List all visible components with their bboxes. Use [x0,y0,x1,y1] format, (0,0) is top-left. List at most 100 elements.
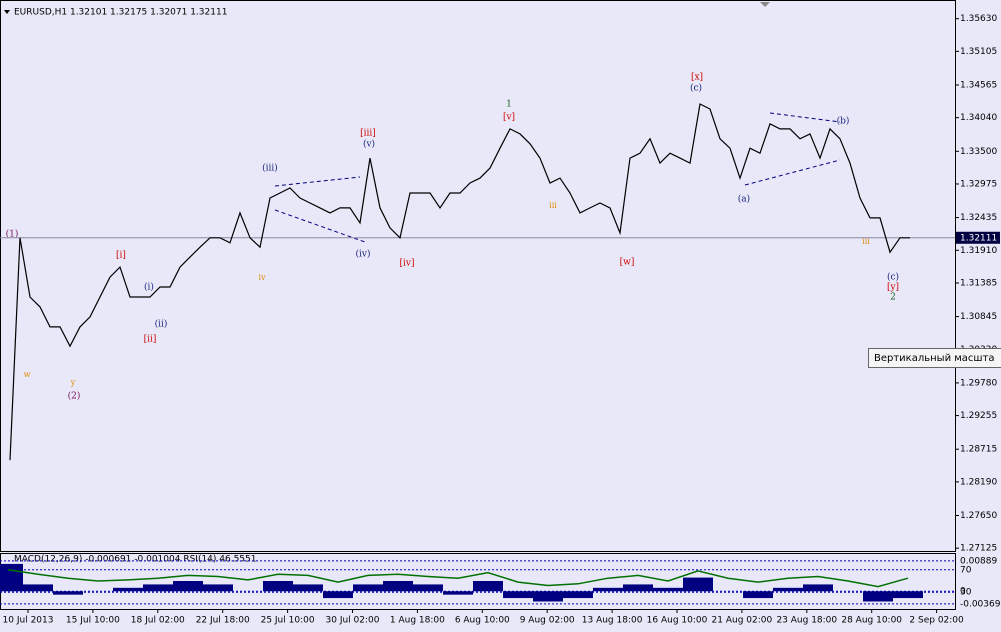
macd-bar [863,591,893,602]
macd-tick-label: -0.003695 [960,599,1001,609]
wave-label: 1 [506,100,512,110]
wave-label: [iii] [360,129,376,139]
rsi-line [7,569,909,588]
wave-label: [iv] [400,259,415,269]
y-tick-label: 1.29255 [960,411,997,421]
y-tick-label: 1.33500 [960,147,997,157]
tooltip-text: Вертикальный масшта [874,353,995,364]
macd-bar [623,584,653,592]
x-tick-label: 28 Aug 10:00 [841,616,902,626]
wave-label: iv [258,273,266,282]
y-tick-label: 1.31910 [960,246,997,256]
macd-bar [773,587,803,592]
macd-tick-label: 0.00889 [960,556,997,566]
wave-label: y [70,378,76,387]
macd-bar [173,581,203,592]
wave-label: (c) [690,83,702,94]
y-tick-label: 1.31385 [960,278,997,288]
macd-bar [533,591,563,602]
y-tick-label: 1.35630 [960,14,997,24]
macd-bar [263,581,293,592]
menu-arrow [4,10,10,14]
macd-bar [0,563,23,592]
x-tick-label: 6 Aug 10:00 [455,616,510,626]
x-tick-label: 30 Jul 02:00 [326,616,380,626]
macd-bar [593,587,623,592]
y-tick-label: 1.27125 [960,544,997,554]
y-tick-label: 1.28715 [960,445,997,455]
tooltip-box [868,348,1001,368]
x-tick-label: 16 Aug 10:00 [647,616,708,626]
current-price-label: 1.32111 [960,233,997,243]
wave-label: (1) [6,229,19,240]
macd-bar [743,591,773,599]
symbol-info: EURUSD,H1 1.32101 1.32175 1.32071 1.3211… [14,8,227,18]
wave-label: [w] [620,258,635,268]
macd-bar [683,577,713,592]
x-tick-label: 2 Sep 02:00 [909,616,964,626]
rsi-tick-label: 30 [960,588,972,598]
tooltip: Вертикальный масшта [868,348,1001,368]
macd-bar [803,584,833,592]
trend-line [274,176,361,187]
x-tick-label: 21 Aug 02:00 [712,616,773,626]
wave-label: (c) [887,272,899,283]
wave-label: w [24,370,31,379]
macd-bar [503,591,533,599]
current-price-box [956,231,1000,244]
y-tick-label: 1.28190 [960,477,997,487]
x-tick-label: 1 Aug 18:00 [390,616,445,626]
y-tick-label: 1.30845 [960,312,997,322]
price-line [9,103,910,461]
macd-bar [323,591,353,599]
macd-bar [143,584,173,592]
x-tick-label: 25 Jul 10:00 [261,616,315,626]
wave-label: (i) [144,282,154,293]
wave-label: [y] [887,283,899,293]
x-tick-label: 18 Jul 02:00 [131,616,185,626]
y-tick-label: 1.32435 [960,213,997,223]
y-tick-label: 1.32975 [960,179,997,189]
macd-bar [893,591,923,599]
y-tick-label: 1.34565 [960,80,997,90]
wave-label: (a) [738,194,750,205]
macd-bar [653,587,683,592]
macd-bar [383,581,413,592]
trend-line [769,112,841,123]
wave-label: (ii) [155,319,168,330]
rsi-tick-label: 70 [960,565,972,575]
y-tick-label: 1.27650 [960,511,997,521]
indicator-title: MACD(12,26,9) -0.000691 -0.001004 RSI(14… [14,555,257,565]
wave-label: iii [862,237,870,246]
wave-label: (2) [68,391,81,402]
x-tick-label: 15 Jul 10:00 [66,616,120,626]
macd-bar [203,584,233,592]
trend-line [744,159,841,186]
x-tick-label: 10 Jul 2013 [3,616,54,626]
wave-label: (v) [363,139,375,150]
wave-label: (b) [837,116,850,127]
trend-line [274,209,366,243]
price-frame [0,0,956,552]
wave-label: (iv) [356,249,371,260]
wave-label: (iii) [262,163,278,174]
y-tick-label: 1.29780 [960,378,997,388]
y-tick-label: 1.34040 [960,113,997,123]
macd-bar [53,591,83,595]
y-tick-label: 1.35105 [960,47,997,57]
wave-label: iii [549,201,557,210]
wave-label: [v] [503,113,515,123]
wave-label: [i] [116,251,126,261]
macd-bar [563,591,593,599]
macd-bar [413,584,443,592]
x-tick-label: 13 Aug 18:00 [582,616,643,626]
wave-label: [x] [691,73,703,83]
x-tick-label: 9 Aug 02:00 [520,616,575,626]
macd-tick-label: 0 [960,587,966,597]
wave-label: [ii] [144,335,157,345]
scroll-marker [760,2,770,7]
macd-bar [23,584,53,592]
macd-bar [353,584,383,592]
macd-bar [473,581,503,592]
